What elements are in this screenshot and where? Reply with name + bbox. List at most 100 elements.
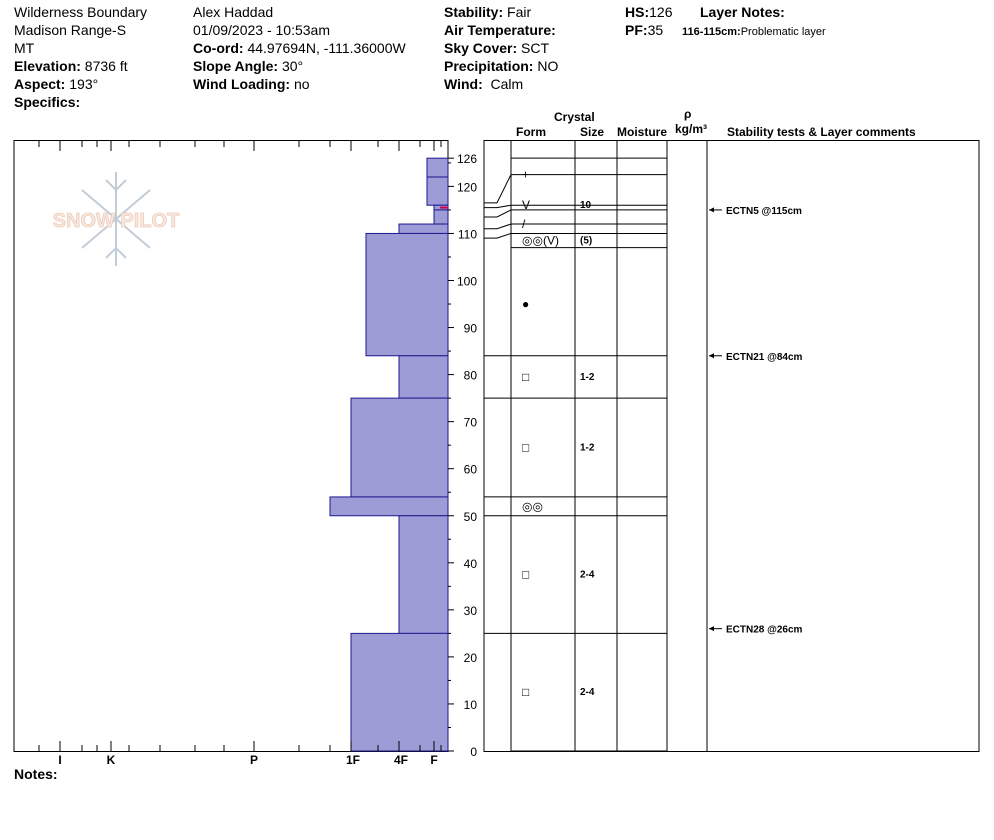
layer-boundaries: [484, 157, 667, 752]
crystal-forms: + V 10 / ◎◎(V) (5) ● □ 1-2 □ 1-2 ◎◎ □ 2-4 □ 2-4: [522, 168, 595, 700]
crystal-size: 2-4: [580, 687, 595, 698]
wind-loading-value: no: [293, 76, 310, 92]
wind-loading-row: Wind Loading: no: [193, 76, 310, 92]
test-arrow-head: [709, 207, 714, 213]
depth-label: 126: [457, 152, 477, 166]
hardness-label: F: [430, 753, 437, 767]
snowpilot-wordmark: SNOW PILOT: [53, 210, 180, 232]
layer-connector: [484, 232, 512, 239]
elevation-row: Elevation: 8736 ft: [14, 58, 128, 74]
crystal-header: Crystal: [554, 110, 595, 124]
hardness-ticks: [38, 141, 442, 751]
pf-row: PF:35: [625, 22, 664, 38]
slope-row: Slope Angle: 30°: [193, 58, 304, 74]
pf-value: 35: [647, 22, 664, 38]
depth-info: HS:126 PF:35: [625, 3, 672, 39]
coord-value: 44.97694N, -111.36000W: [247, 40, 406, 56]
hardness-label: K: [107, 753, 116, 767]
crystal-form: ●: [522, 297, 529, 311]
air-temp-row: Air Temperature:: [444, 22, 556, 38]
stability-test-label: ECTN5 @115cm: [726, 206, 802, 217]
layer-notes-label: Layer Notes:: [700, 4, 785, 20]
observer-name: Alex Haddad: [193, 4, 274, 20]
crystal-form: V: [522, 198, 530, 212]
stability-tests: ECTN5 @115cm ECTN21 @84cm ECTN28 @26cm: [709, 206, 803, 636]
hardness-label: P: [250, 753, 258, 767]
stability-row: Stability: Fair: [444, 4, 532, 20]
layer-note-item: 116-115cm:Problematic layer: [682, 23, 826, 41]
layer-connector: [484, 174, 512, 204]
hs-value: 126: [649, 4, 673, 20]
layers-frame: [483, 140, 980, 752]
slope-value: 30°: [281, 58, 304, 74]
crystal-form: □: [522, 685, 529, 699]
depth-axis: 0 10 20 30 40 50 60 70 80 90 100 110 120 126: [448, 152, 477, 759]
depth-label: 50: [464, 510, 478, 524]
hs-row: HS:126: [625, 4, 673, 20]
precip-row: Precipitation: NO: [444, 58, 559, 74]
sky-row: Sky Cover: SCT: [444, 40, 550, 56]
moisture-header: Moisture: [617, 125, 668, 139]
hardness-bar: [426, 176, 449, 206]
aspect-row: Aspect: 193°: [14, 76, 99, 92]
test-arrow-head: [709, 626, 714, 632]
weather-info: Stability: Fair Air Temperature: Sky Cov…: [444, 3, 558, 93]
hardness-bar: [350, 632, 449, 752]
hardness-label: I: [58, 753, 61, 767]
depth-label: 60: [464, 463, 478, 477]
depth-label: 110: [458, 227, 477, 241]
rho-header: ρ: [684, 107, 692, 121]
hardness-bar: [398, 515, 449, 634]
form-header: Form: [516, 125, 546, 139]
hardness-bar: [350, 397, 449, 498]
hardness-bar: [398, 355, 449, 399]
layer-connector: [484, 209, 512, 218]
elevation-value: 8736 ft: [84, 58, 128, 74]
depth-label: 100: [457, 275, 477, 289]
specifics-row: Specifics:: [14, 94, 81, 110]
depth-label: 0: [470, 745, 477, 759]
observation-datetime: 01/09/2023 - 10:53am: [193, 22, 330, 38]
layer-connector: [484, 223, 512, 230]
crystal-size: 2-4: [580, 570, 595, 581]
layer-note-range: 116-115cm:: [682, 26, 741, 38]
depth-label: 40: [464, 557, 478, 571]
stability-header: Stability tests & Layer comments: [727, 125, 916, 139]
depth-label: 20: [464, 651, 478, 665]
size-header: Size: [580, 125, 605, 139]
crystal-size: 1-2: [580, 372, 595, 383]
layer-connector: [484, 204, 512, 209]
test-arrow-head: [709, 353, 714, 359]
crystal-form: +: [522, 168, 529, 182]
hardness-bar: [398, 223, 449, 234]
depth-label: 80: [464, 369, 478, 383]
hardness-bar: [433, 209, 449, 225]
depth-label: 90: [464, 322, 478, 336]
hardness-bar: [365, 232, 449, 357]
crystal-form: /: [522, 217, 526, 231]
crystal-form: ◎◎(V): [522, 234, 559, 248]
stability-test-label: ECTN28 @26cm: [726, 625, 803, 636]
crystal-form: □: [522, 441, 529, 455]
stability-value: Fair: [507, 4, 532, 20]
wind-value: Calm: [490, 76, 524, 92]
notes-label: Notes:: [14, 766, 58, 782]
layer-notes: Layer Notes:: [700, 3, 785, 21]
sky-value: SCT: [521, 40, 550, 56]
observation-info: Alex Haddad 01/09/2023 - 10:53am Co-ord:…: [193, 3, 406, 93]
crystal-form: ◎◎: [522, 499, 543, 513]
hardness-bar: [329, 496, 449, 517]
aspect-value: 193°: [69, 76, 99, 92]
depth-label: 120: [457, 180, 477, 194]
layer-note-text: Problematic layer: [740, 26, 826, 38]
hardness-label: 1F: [346, 753, 360, 767]
crystal-form: □: [522, 370, 529, 384]
coord-row: Co-ord: 44.97694N, -111.36000W: [193, 40, 406, 56]
wind-row: Wind: Calm: [444, 76, 524, 92]
crystal-size: 10: [580, 200, 592, 211]
hardness-bars: [329, 157, 449, 752]
location-name: Wilderness Boundary: [14, 4, 148, 20]
column-dividers: [510, 140, 708, 751]
notes-row: Notes:: [14, 765, 58, 783]
state-name: MT: [14, 40, 35, 56]
